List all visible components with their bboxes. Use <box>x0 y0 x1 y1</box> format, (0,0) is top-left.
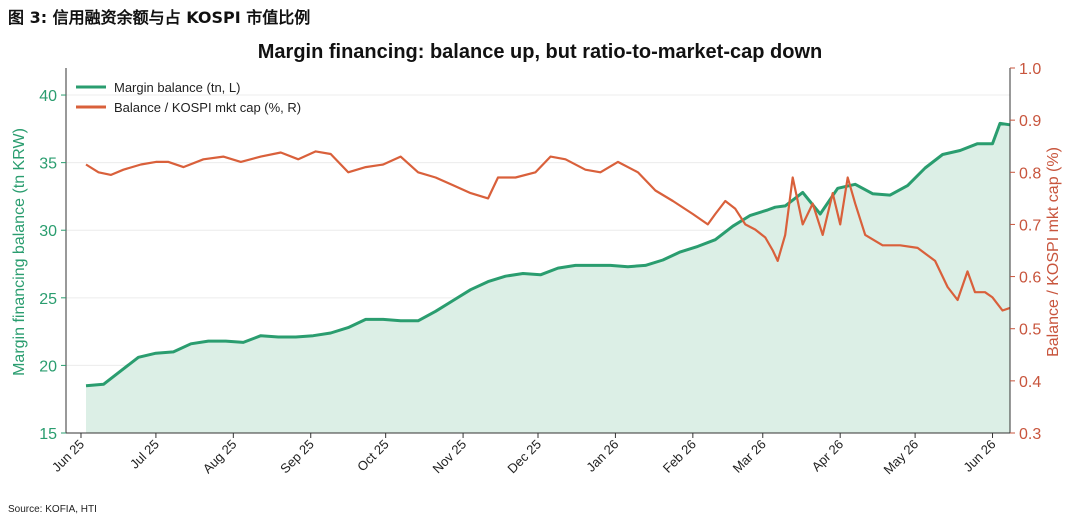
y-tick-left-0: 15 <box>39 426 57 443</box>
x-tick-10: Apr 26 <box>809 437 847 475</box>
x-tick-9: Mar 26 <box>730 437 769 476</box>
series-line-balance <box>85 121 1011 388</box>
legend: Margin balance (tn, L) Balance / KOSPI m… <box>76 80 301 115</box>
x-tick-12: Jun 26 <box>960 437 998 475</box>
y-tick-right-0: 0.3 <box>1019 426 1041 443</box>
y-tick-right-1: 0.4 <box>1019 374 1041 391</box>
source-note: Source: KOFIA, HTI <box>8 504 97 515</box>
y-tick-left-3: 30 <box>39 223 57 240</box>
y-tick-right-6: 0.9 <box>1019 113 1041 130</box>
y-tick-right-2: 0.5 <box>1019 322 1041 339</box>
y-tick-right-4: 0.7 <box>1019 217 1041 234</box>
y-tick-left-1: 20 <box>39 358 57 375</box>
y-tick-right-7: 1.0 <box>1019 61 1041 78</box>
x-tick-4: Oct 25 <box>354 437 392 475</box>
y-tick-right-3: 0.6 <box>1019 270 1041 287</box>
x-tick-8: Feb 26 <box>660 437 699 476</box>
balance-area-fill <box>86 123 1010 434</box>
x-tick-11: May 26 <box>880 437 921 478</box>
x-tick-2: Aug 25 <box>200 437 240 477</box>
y-tick-right-5: 0.8 <box>1019 165 1041 182</box>
chart-title: Margin financing: balance up, but ratio-… <box>258 41 822 63</box>
series-line-ratio <box>85 150 1011 312</box>
legend-label-ratio: Balance / KOSPI mkt cap (%, R) <box>114 100 301 115</box>
x-tick-7: Jan 26 <box>583 437 621 475</box>
figure-caption: 图 3: 信用融资余额与占 KOSPI 市值比例 <box>8 8 311 27</box>
y-tick-left-4: 35 <box>39 156 57 173</box>
y-axis-label-right: Balance / KOSPI mkt cap (%) <box>1045 147 1062 357</box>
y-axis-label-left: Margin financing balance (tn KRW) <box>11 128 28 376</box>
x-tick-5: Nov 25 <box>429 437 469 477</box>
x-tick-1: Jul 25 <box>127 437 162 472</box>
legend-label-balance: Margin balance (tn, L) <box>114 80 240 95</box>
x-tick-3: Sep 25 <box>277 437 317 477</box>
x-tick-6: Dec 25 <box>504 437 544 477</box>
y-tick-left-2: 25 <box>39 291 57 308</box>
y-tick-left-5: 40 <box>39 88 57 105</box>
